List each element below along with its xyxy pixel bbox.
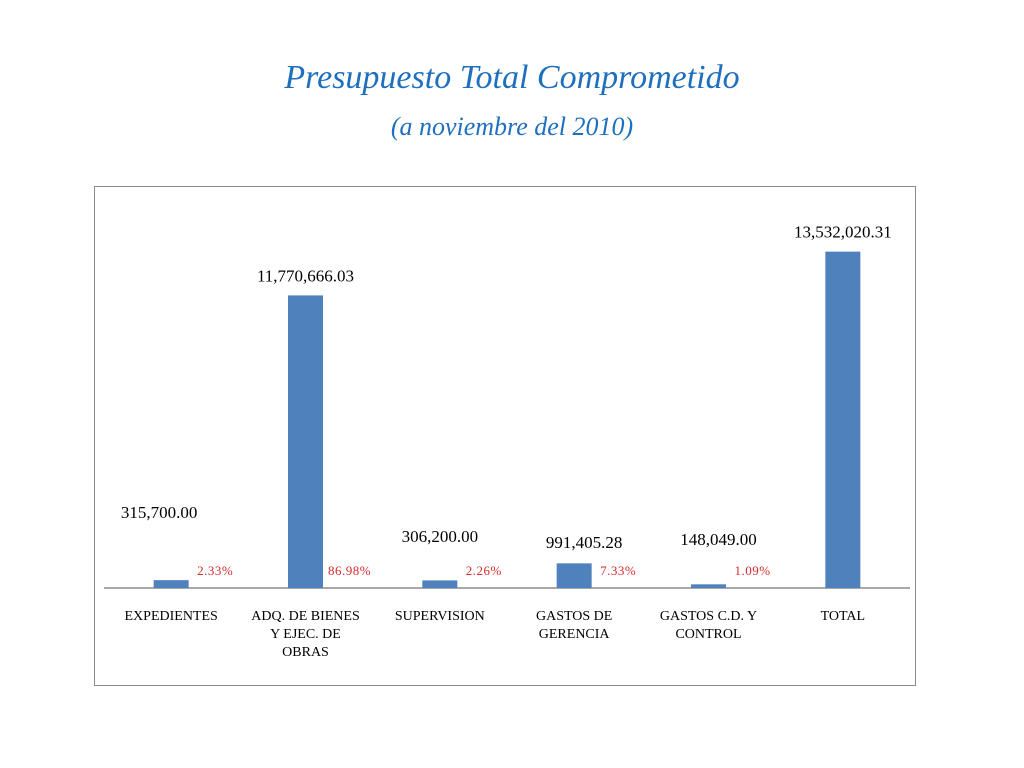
category-label: Y EJEC. DE	[270, 627, 341, 642]
category-label: GERENCIA	[539, 627, 611, 642]
percent-label: 7.33%	[600, 563, 636, 578]
value-label: 306,200.00	[402, 527, 479, 546]
category-label: EXPEDIENTES	[125, 609, 218, 624]
bar	[691, 584, 726, 588]
category-label: SUPERVISION	[395, 609, 485, 624]
value-label: 991,405.28	[546, 533, 623, 552]
bar	[556, 563, 592, 588]
chart-title: Presupuesto Total Comprometido	[284, 59, 740, 96]
category-label: TOTAL	[821, 609, 866, 624]
chart-subtitle: (a noviembre del 2010)	[390, 112, 634, 141]
category-label: GASTOS C.D. Y	[660, 609, 757, 624]
value-label: 11,770,666.03	[257, 266, 354, 285]
category-label: OBRAS	[282, 645, 329, 660]
value-label: 315,700.00	[121, 503, 198, 522]
percent-label: 86.98%	[328, 563, 371, 578]
bar	[422, 580, 458, 588]
category-label: GASTOS DE	[536, 609, 612, 624]
chart-frame	[94, 186, 916, 686]
value-label: 13,532,020.31	[794, 223, 892, 242]
bar	[288, 295, 323, 588]
percent-label: 2.33%	[197, 563, 233, 578]
value-label: 148,049.00	[680, 530, 757, 549]
category-label: ADQ. DE BIENES	[251, 609, 360, 624]
bar	[825, 251, 861, 589]
percent-label: 1.09%	[734, 563, 770, 578]
percent-label: 2.26%	[466, 563, 502, 578]
category-label: CONTROL	[675, 627, 741, 642]
bar	[153, 580, 189, 588]
